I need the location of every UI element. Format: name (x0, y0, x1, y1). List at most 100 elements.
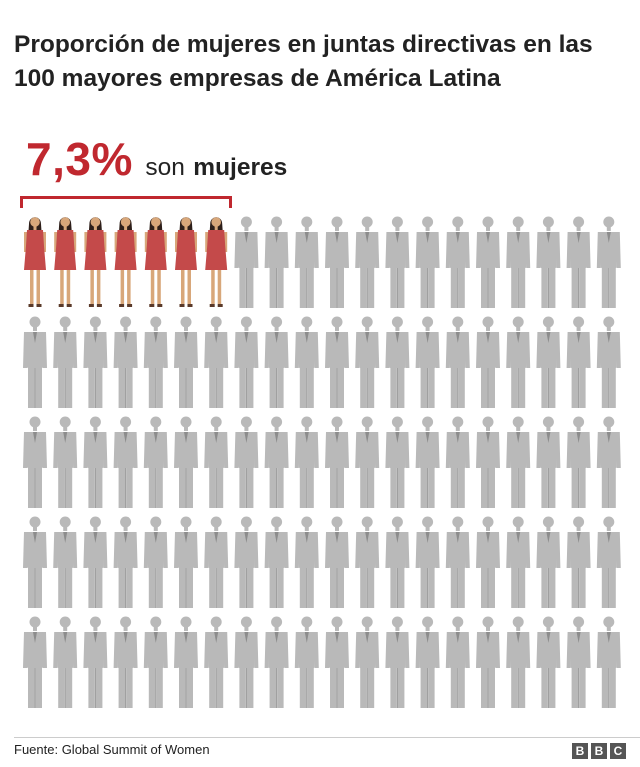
man-figure (143, 416, 168, 508)
woman-figure (54, 217, 77, 307)
man-figure (53, 416, 78, 508)
woman-figure (114, 217, 137, 307)
man-figure (143, 516, 168, 608)
man-figure (23, 616, 47, 708)
man-figure (234, 416, 259, 508)
man-figure (355, 616, 380, 708)
man-figure (174, 516, 198, 608)
man-figure (536, 616, 561, 708)
man-figure (204, 616, 229, 708)
man-figure (23, 416, 47, 508)
women-bracket (20, 196, 232, 208)
man-figure (566, 416, 591, 508)
headline-text: son (145, 154, 185, 181)
bbc-logo-letter: C (610, 743, 626, 759)
man-figure (445, 216, 470, 308)
man-figure (355, 516, 380, 608)
man-figure (415, 216, 440, 308)
man-figure (415, 616, 440, 708)
man-figure (566, 316, 591, 408)
man-figure (476, 216, 500, 308)
man-figure (325, 316, 349, 408)
man-figure (476, 516, 500, 608)
man-figure (294, 316, 319, 408)
man-figure (264, 316, 289, 408)
pictogram-chart (23, 216, 621, 708)
man-figure (566, 516, 591, 608)
man-figure (83, 316, 108, 408)
woman-figure (144, 217, 167, 307)
man-figure (83, 516, 108, 608)
man-figure (83, 416, 108, 508)
man-figure (596, 616, 621, 708)
man-figure (476, 316, 500, 408)
man-figure (294, 416, 319, 508)
headline-text-bold: mujeres (193, 154, 288, 181)
man-figure (204, 416, 229, 508)
man-figure (445, 616, 470, 708)
man-figure (536, 416, 561, 508)
man-figure (596, 216, 621, 308)
man-figure (264, 516, 289, 608)
man-figure (53, 616, 78, 708)
man-figure (113, 316, 138, 408)
man-figure (234, 616, 259, 708)
man-figure (385, 316, 410, 408)
man-figure (113, 416, 138, 508)
bbc-logo: B B C (572, 743, 626, 759)
man-figure (536, 516, 561, 608)
man-figure (325, 616, 349, 708)
man-figure (53, 516, 78, 608)
man-figure (566, 616, 591, 708)
man-figure (506, 316, 531, 408)
man-figure (294, 516, 319, 608)
man-figure (506, 416, 531, 508)
man-figure (445, 516, 470, 608)
man-figure (325, 416, 349, 508)
man-figure (476, 616, 500, 708)
woman-figure (175, 217, 197, 307)
man-figure (83, 616, 108, 708)
bbc-logo-letter: B (572, 743, 588, 759)
man-figure (234, 316, 259, 408)
man-figure (596, 416, 621, 508)
man-figure (566, 216, 591, 308)
man-figure (355, 316, 380, 408)
woman-figure (24, 217, 46, 307)
man-figure (204, 516, 229, 608)
man-figure (506, 616, 531, 708)
man-figure (445, 416, 470, 508)
man-figure (234, 216, 259, 308)
man-figure (445, 316, 470, 408)
man-figure (234, 516, 259, 608)
man-figure (325, 216, 349, 308)
source-note: Fuente: Global Summit of Women (14, 742, 210, 757)
headline-percentage: 7,3% (26, 133, 133, 185)
man-figure (476, 416, 500, 508)
man-figure (294, 616, 319, 708)
man-figure (174, 616, 198, 708)
man-figure (113, 616, 138, 708)
man-figure (204, 316, 229, 408)
man-figure (415, 416, 440, 508)
man-figure (264, 616, 289, 708)
man-figure (506, 516, 531, 608)
man-figure (385, 416, 410, 508)
bbc-logo-letter: B (591, 743, 607, 759)
man-figure (143, 316, 168, 408)
man-figure (355, 216, 380, 308)
man-figure (23, 516, 47, 608)
headline: 7,3% son mujeres (26, 132, 287, 186)
man-figure (113, 516, 138, 608)
man-figure (385, 516, 410, 608)
man-figure (596, 516, 621, 608)
woman-figure (84, 217, 107, 307)
woman-figure (205, 217, 228, 307)
man-figure (536, 216, 561, 308)
man-figure (264, 216, 289, 308)
man-figure (385, 216, 410, 308)
man-figure (174, 416, 198, 508)
man-figure (415, 316, 440, 408)
chart-title: Proporción de mujeres en juntas directiv… (14, 31, 593, 92)
man-figure (536, 316, 561, 408)
